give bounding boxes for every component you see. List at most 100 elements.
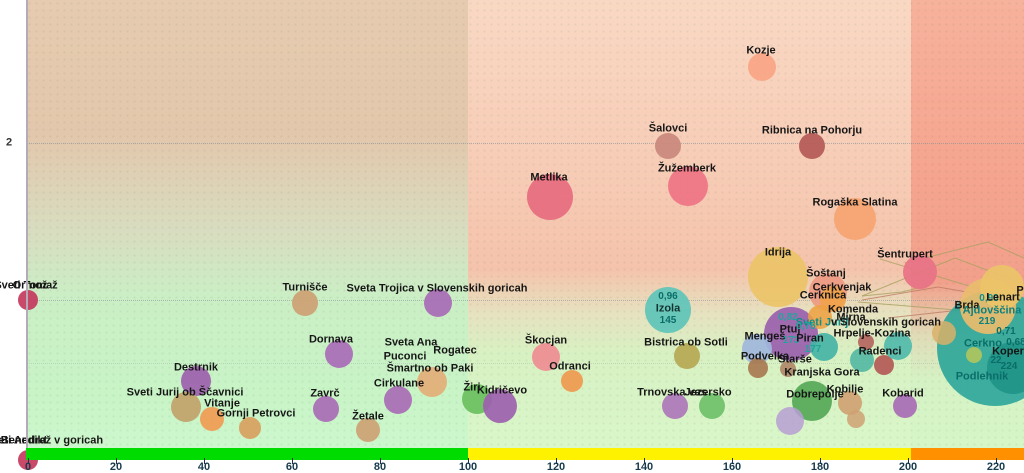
bubble-point[interactable]	[987, 342, 1024, 394]
bubble-label: Gornji Petrovci	[216, 407, 296, 420]
bubble-point[interactable]	[417, 367, 447, 397]
bubble-label: P	[1016, 284, 1024, 297]
threshold-segment-0	[26, 448, 468, 460]
bubble-label: Ormož	[12, 279, 48, 292]
bubble-point[interactable]	[483, 389, 517, 423]
bubble-label: Kozje	[746, 44, 776, 57]
x-tick	[556, 458, 557, 464]
unlabeled-bubble	[884, 332, 912, 360]
bubble-label: 0,71	[996, 326, 1016, 337]
bubble-label: 0,93	[979, 293, 999, 304]
x-tick	[644, 458, 645, 464]
bubble-point[interactable]	[668, 166, 708, 206]
x-tick-label: 200	[898, 461, 918, 473]
bubble-point[interactable]	[532, 343, 560, 371]
bubble-point[interactable]	[171, 392, 201, 422]
x-tick	[28, 458, 29, 464]
bubble-label: Izola	[655, 302, 681, 315]
bubble-point[interactable]	[748, 358, 768, 378]
unlabeled-bubble	[808, 305, 832, 329]
background-panel-0	[26, 0, 468, 448]
bubble-point[interactable]	[980, 265, 1024, 309]
bubble-label: 0,96	[658, 291, 678, 302]
bubble-label: v Slovenskih goricah	[830, 316, 942, 329]
bubble-point[interactable]	[810, 333, 838, 361]
bubble-label: Žiri	[463, 381, 481, 394]
bubble-label: Šalovci	[648, 122, 688, 135]
bubble-label: Komenda	[827, 303, 879, 316]
bubble-label: Cirkulane	[373, 377, 425, 390]
bubble-point[interactable]	[662, 393, 688, 419]
bubble-label: Brda	[954, 299, 980, 312]
bubble-label: Dobrepolje	[786, 388, 844, 401]
bubble-point[interactable]	[874, 355, 894, 375]
bubble-label: Kranjska Gora	[784, 366, 860, 379]
bubble-point[interactable]	[674, 343, 700, 369]
bubble-point[interactable]	[424, 289, 452, 317]
bubble-point[interactable]	[325, 340, 353, 368]
bubble-label: 0,68	[1006, 337, 1024, 348]
x-tick-label: 140	[634, 461, 654, 473]
bubble-point[interactable]	[527, 174, 573, 220]
bubble-point[interactable]	[292, 290, 318, 316]
bubble-label: Šoštanj	[806, 267, 846, 280]
x-tick-label: 20	[109, 461, 123, 473]
bubble-label: Mirna	[836, 311, 866, 324]
bubble-label: 219	[978, 316, 996, 327]
bubble-label: Cerkno	[964, 337, 1002, 350]
bubble-point[interactable]	[799, 133, 825, 159]
threshold-segment-1	[468, 448, 911, 460]
x-tick	[380, 458, 381, 464]
bubble-point[interactable]	[561, 370, 583, 392]
x-tick-label: 100	[458, 461, 478, 473]
unlabeled-bubble	[858, 334, 874, 350]
unlabeled-bubble	[850, 348, 874, 372]
bubble-point[interactable]	[18, 290, 38, 310]
bubble-label: Dornava	[308, 333, 354, 346]
x-tick	[116, 458, 117, 464]
bubble-point[interactable]	[313, 396, 339, 422]
bubble-point[interactable]	[655, 133, 681, 159]
bubble-point[interactable]	[384, 386, 412, 414]
bubble-label: Cerknica	[799, 289, 847, 302]
bubble-point[interactable]	[356, 418, 380, 442]
x-tick-label: 60	[285, 461, 299, 473]
bubble-label: Radenci	[858, 345, 902, 358]
bubble-label: Ajdovščina	[962, 304, 1022, 317]
bubble-point[interactable]	[200, 407, 224, 431]
bubble-label: 0,76	[796, 321, 816, 332]
bubble-point[interactable]	[699, 393, 725, 419]
x-tick-label: 0	[24, 461, 32, 473]
x-tick	[820, 458, 821, 464]
bubble-label: 0,82	[778, 312, 798, 323]
bubble-point[interactable]	[834, 198, 876, 240]
bubble-point[interactable]	[893, 394, 917, 418]
bubble-label: Benedikt	[0, 434, 48, 447]
bubble-point[interactable]	[748, 247, 808, 307]
bubble-label: Sveta Trojica v Slovenskih goricah	[346, 282, 528, 295]
bubble-label: Ptuj	[779, 323, 801, 336]
bubble-point[interactable]	[780, 361, 796, 377]
bubble-point[interactable]	[239, 417, 261, 439]
bubble-label: 2	[5, 136, 13, 149]
bubble-label: Destrnik	[173, 361, 219, 374]
bubble-label: Bistrica ob Sotli	[644, 336, 728, 349]
x-tick-label: 40	[197, 461, 211, 473]
bubble-label: Rogatec	[433, 344, 477, 357]
gridline	[26, 363, 1024, 364]
bubble-point[interactable]	[903, 255, 937, 289]
bubble-label: Koper	[992, 345, 1024, 358]
x-tick-label: 120	[546, 461, 566, 473]
bubble-label: Trnovska vas	[637, 386, 707, 399]
bubble-point[interactable]	[748, 53, 776, 81]
gridline	[26, 300, 1024, 301]
bubble-point[interactable]	[181, 366, 211, 396]
bubble-label: Piran	[796, 332, 824, 345]
threshold-segment-2	[911, 448, 1024, 460]
bubble-label: Mengeš	[744, 330, 786, 343]
x-tick-label: 160	[722, 461, 742, 473]
bubble-label: Podvelka	[740, 350, 790, 363]
bubble-label: Jezersko	[684, 386, 732, 399]
bubble-point[interactable]	[645, 287, 691, 333]
